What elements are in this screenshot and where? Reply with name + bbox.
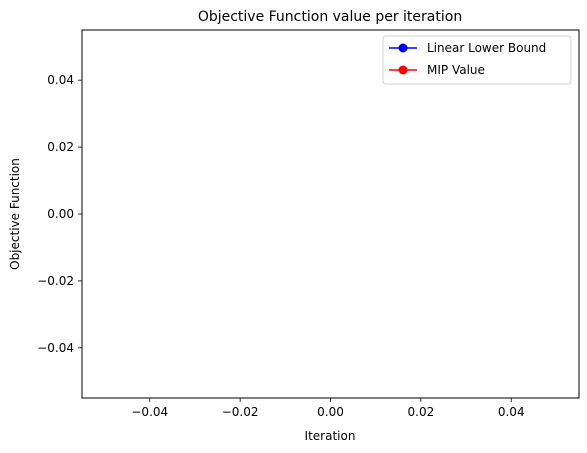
y-axis-label: Objective Function: [8, 158, 22, 270]
x-tick-label: 0.00: [317, 405, 344, 419]
x-axis-label: Iteration: [305, 429, 356, 443]
y-tick-label: 0.00: [47, 207, 74, 221]
y-tick-label: −0.02: [37, 274, 74, 288]
legend-label-linear-lower-bound: Linear Lower Bound: [427, 41, 546, 55]
y-tick-label: 0.02: [47, 140, 74, 154]
y-axis-ticks: 0.04 0.02 0.00 −0.02 −0.04: [37, 73, 82, 355]
plot-area: [81, 29, 580, 399]
x-tick-label: 0.04: [498, 405, 525, 419]
x-tick-label: −0.04: [131, 405, 168, 419]
chart-title: Objective Function value per iteration: [198, 9, 462, 25]
legend-frame: [382, 35, 572, 85]
legend-label-mip-value: MIP Value: [427, 63, 485, 77]
legend-marker-mip-value: [398, 65, 408, 75]
y-tick-label: −0.04: [37, 341, 74, 355]
legend: Linear Lower Bound MIP Value: [382, 35, 572, 85]
x-axis-ticks: −0.04 −0.02 0.00 0.02 0.04: [131, 398, 525, 419]
legend-entry-linear-lower-bound: Linear Lower Bound: [389, 41, 546, 55]
legend-marker-linear-lower-bound: [398, 43, 408, 53]
y-tick-label: 0.04: [47, 73, 74, 87]
legend-entry-mip-value: MIP Value: [389, 63, 485, 77]
x-tick-label: 0.02: [408, 405, 435, 419]
x-tick-label: −0.02: [222, 405, 259, 419]
